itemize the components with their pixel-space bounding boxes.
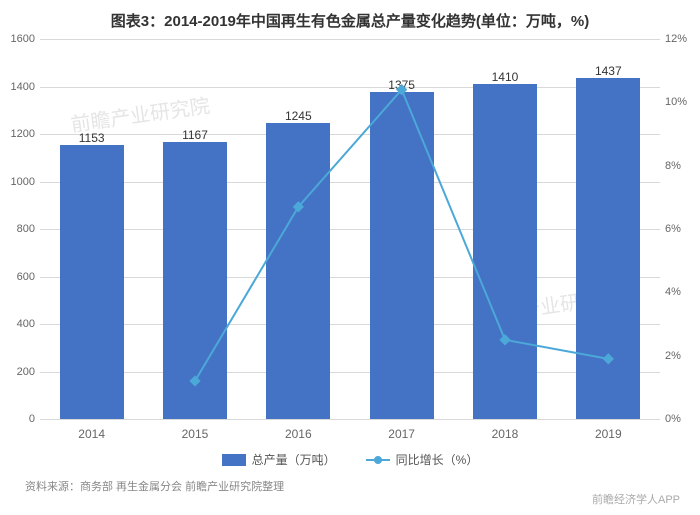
legend-line-label: 同比增长（%） — [396, 451, 479, 468]
bar-group: 1245 — [247, 123, 350, 419]
y-left-tick: 400 — [17, 318, 35, 330]
bar-group: 1153 — [40, 145, 143, 419]
bar-value-label: 1153 — [79, 131, 105, 145]
y-right-tick: 0% — [665, 413, 681, 425]
y-right-tick: 4% — [665, 286, 681, 298]
y-right-tick: 12% — [665, 33, 687, 45]
x-tick: 2014 — [40, 427, 143, 441]
bar-value-label: 1375 — [388, 78, 415, 92]
x-tick: 2016 — [247, 427, 350, 441]
chart-container: 图表3：2014-2019年中国再生有色金属总产量变化趋势(单位：万吨，%) 前… — [0, 0, 700, 515]
y-right-tick: 8% — [665, 160, 681, 172]
x-tick: 2018 — [453, 427, 556, 441]
y-left-tick: 1000 — [11, 176, 35, 188]
legend-bar-label: 总产量（万吨） — [252, 451, 336, 468]
y-left-tick: 1200 — [11, 128, 35, 140]
y-axis-left: 02004006008001000120014001600 — [5, 39, 40, 419]
y-left-tick: 200 — [17, 366, 35, 378]
y-left-tick: 0 — [29, 413, 35, 425]
bar — [163, 142, 227, 419]
y-left-tick: 600 — [17, 271, 35, 283]
bar-group: 1437 — [557, 78, 660, 419]
bar-value-label: 1167 — [182, 128, 208, 142]
bar — [473, 84, 537, 419]
bar-group: 1375 — [350, 92, 453, 419]
y-left-tick: 1600 — [11, 33, 35, 45]
y-left-tick: 1400 — [11, 81, 35, 93]
bar-value-label: 1437 — [595, 64, 622, 78]
bar — [370, 92, 434, 419]
x-tick: 2019 — [557, 427, 660, 441]
legend: 总产量（万吨） 同比增长（%） — [20, 451, 680, 468]
brand-text: 前瞻经济学人APP — [592, 491, 680, 507]
bar-group: 1167 — [143, 142, 246, 419]
y-right-tick: 2% — [665, 350, 681, 362]
legend-line-swatch — [366, 459, 390, 461]
y-axis-right: 0%2%4%6%8%10%12% — [660, 39, 700, 419]
bar — [576, 78, 640, 419]
y-right-tick: 10% — [665, 96, 687, 108]
bar — [266, 123, 330, 419]
bars-layer: 115311671245137514101437 — [40, 39, 660, 419]
legend-item-line: 同比增长（%） — [366, 451, 479, 468]
x-tick: 2015 — [143, 427, 246, 441]
bar — [60, 145, 124, 419]
grid-line — [40, 419, 660, 420]
source-text: 资料来源：商务部 再生金属分会 前瞻产业研究院整理 — [20, 478, 680, 494]
legend-bar-swatch — [222, 454, 246, 466]
x-axis: 201420152016201720182019 — [40, 427, 660, 441]
legend-item-bar: 总产量（万吨） — [222, 451, 336, 468]
bar-value-label: 1245 — [285, 109, 312, 123]
x-tick: 2017 — [350, 427, 453, 441]
plot-area: 前瞻产业研究院 前瞻产业研究院 020040060080010001200140… — [40, 39, 660, 419]
bar-value-label: 1410 — [492, 70, 519, 84]
y-left-tick: 800 — [17, 223, 35, 235]
bar-group: 1410 — [453, 84, 556, 419]
chart-title: 图表3：2014-2019年中国再生有色金属总产量变化趋势(单位：万吨，%) — [20, 10, 680, 31]
y-right-tick: 6% — [665, 223, 681, 235]
